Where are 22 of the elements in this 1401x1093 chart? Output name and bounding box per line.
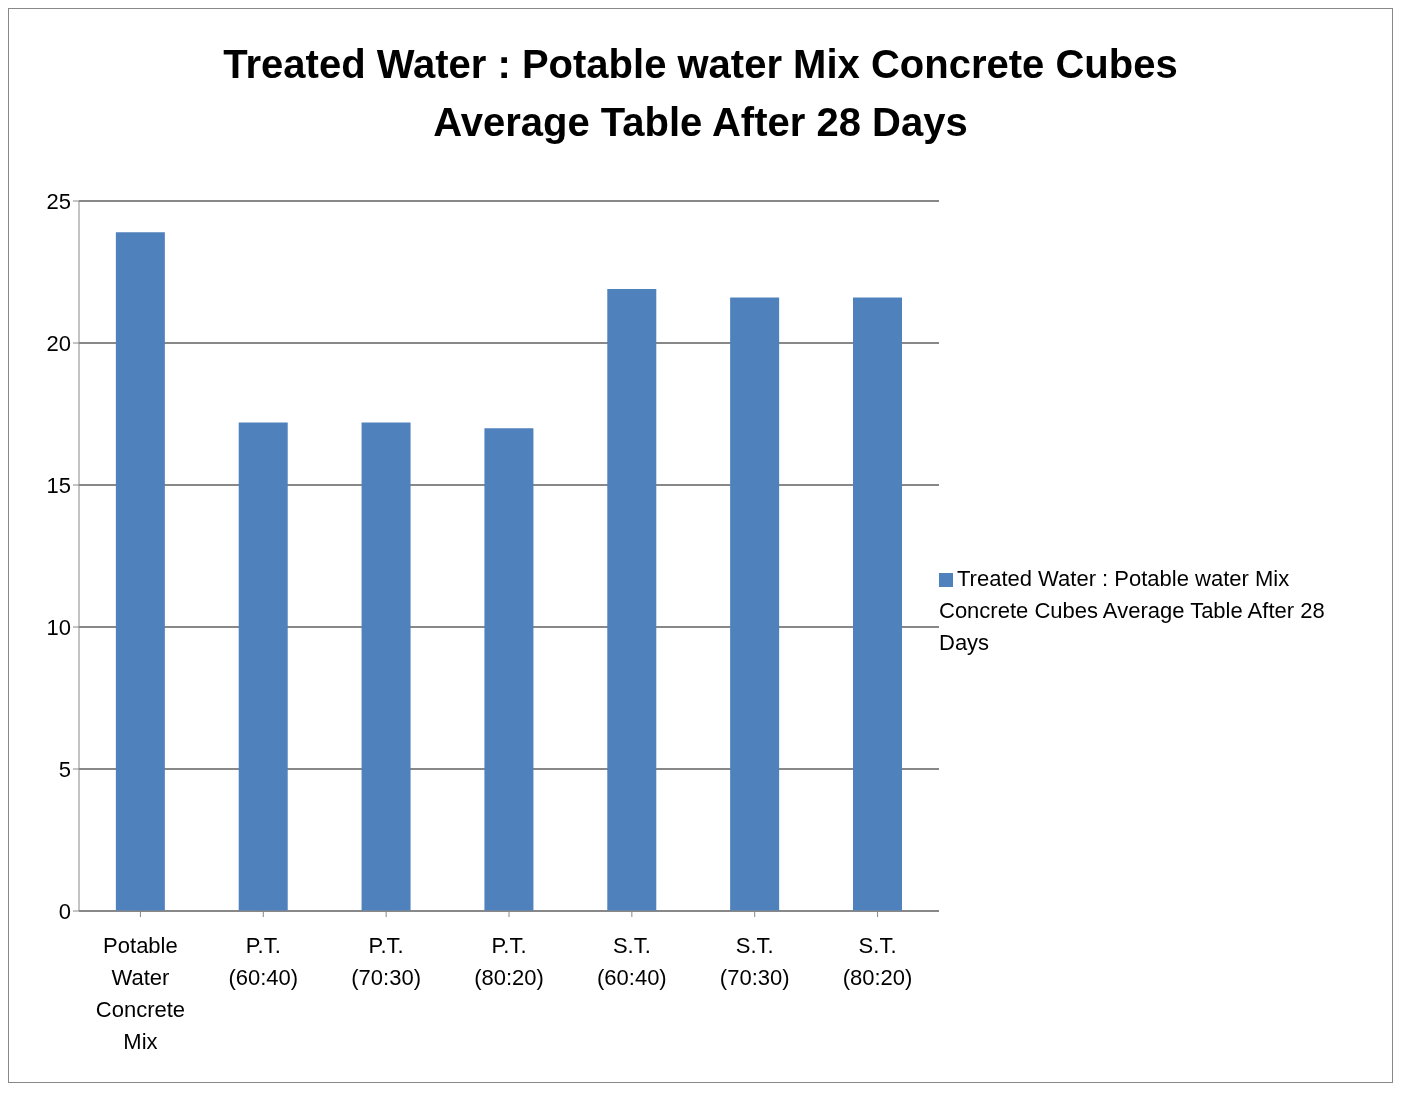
y-tick-label: 10	[46, 614, 71, 640]
x-tick-label: S.T. (60:40)	[597, 933, 667, 990]
x-tick-label: P.T. (70:30)	[351, 933, 421, 990]
bar	[853, 297, 902, 911]
x-tick-label: P.T. (80:20)	[474, 933, 544, 990]
y-tick-label: 0	[58, 898, 71, 924]
bar	[730, 297, 780, 911]
y-tick-label: 15	[46, 472, 71, 498]
bar	[238, 422, 288, 911]
chart-title: Treated Water : Potable water Mix Concrete Cubes Average Table After 28 Days	[222, 41, 1179, 146]
x-tick-label: S.T. (70:30)	[719, 933, 790, 990]
bar	[361, 422, 411, 911]
y-tick-label: 20	[46, 330, 71, 356]
bar	[607, 289, 657, 911]
y-tick-label: 25	[46, 188, 71, 214]
y-tick-label: 5	[58, 756, 71, 782]
x-tick-label: P.T. (60:40)	[228, 933, 299, 990]
x-tick-label: S.T. (80:20)	[842, 933, 913, 990]
bar	[115, 232, 165, 911]
x-tick-label: Potable Water Concrete Mix	[95, 933, 186, 1054]
legend-label: Treated Water : Potable water Mix Concrete Cubes Average Table After 28 Days	[939, 566, 1325, 655]
bar	[484, 428, 534, 911]
